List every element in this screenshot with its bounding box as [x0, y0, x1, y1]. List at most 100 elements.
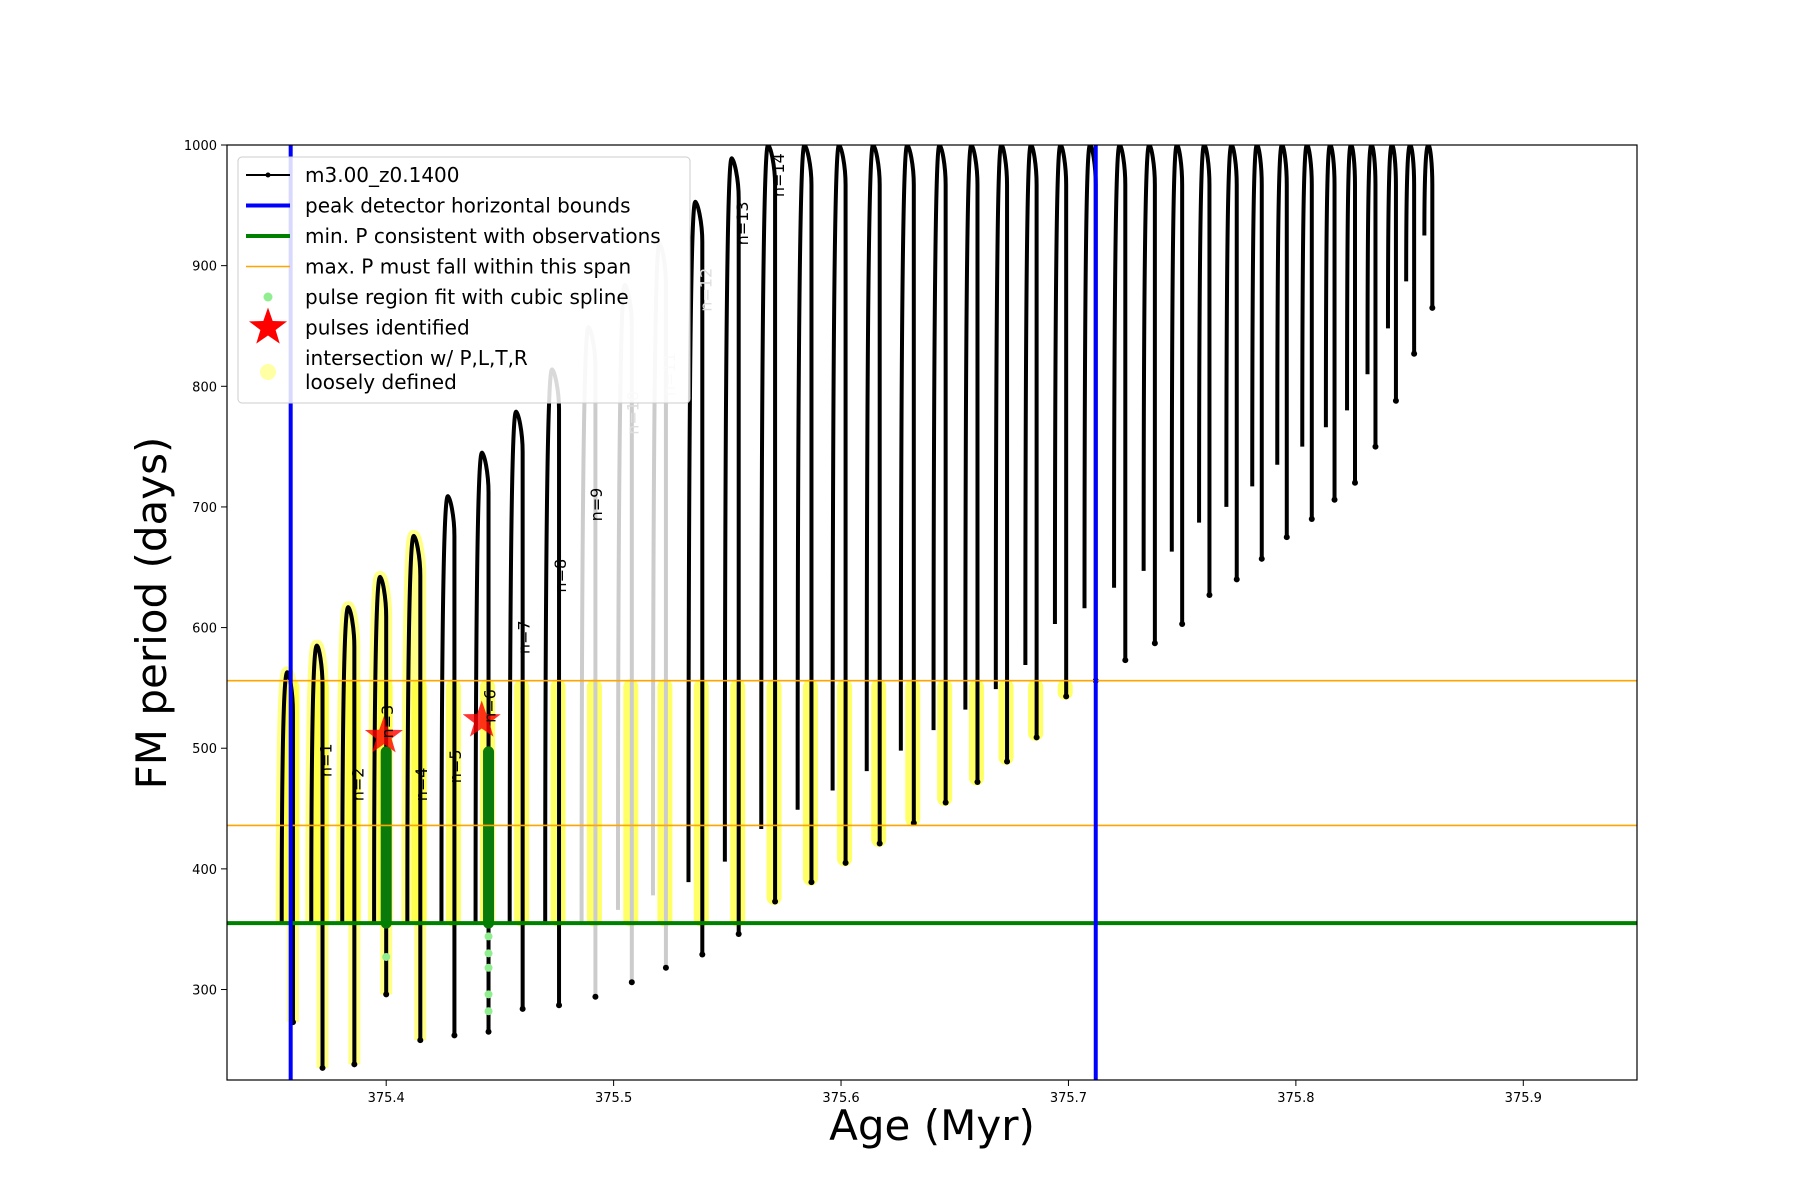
pulse-min-point-35 — [1352, 479, 1358, 486]
period-pulse-22 — [993, 145, 1010, 762]
plot-frame — [226, 144, 1638, 1081]
x-tick-label-6: 375.9 — [1505, 1091, 1542, 1106]
period-pulse-28 — [1169, 145, 1185, 624]
pulse-min-point-4 — [383, 991, 390, 998]
legend-box — [237, 156, 691, 404]
period-pulse-29 — [1197, 145, 1212, 596]
legend-entry-5-label: pulse region fit with cubic spline — [305, 285, 629, 309]
spline-tail-point-2-1 — [484, 932, 493, 941]
period-pulse-33 — [1300, 145, 1314, 519]
legend-entry-3-label: min. P consistent with observations — [305, 224, 661, 248]
y-tick-label-1: 300 — [192, 984, 217, 999]
pulse-min-point-6 — [451, 1032, 458, 1039]
pulse-min-point-11 — [628, 979, 635, 986]
pulse-min-point-18 — [876, 840, 883, 847]
period-pulse-31 — [1250, 145, 1264, 559]
period-pulse-21 — [963, 145, 980, 783]
period-pulse-23 — [1023, 145, 1039, 738]
period-pulse-17 — [830, 145, 848, 863]
pulse-label-n7: n=7 — [514, 620, 533, 654]
spline-tail-point-2-3 — [484, 963, 493, 972]
pulse-min-point-28 — [1179, 620, 1186, 627]
x-tick-label-4: 375.7 — [1050, 1091, 1087, 1106]
pulse-min-point-38 — [1411, 350, 1418, 357]
x-tick-label-3: 375.6 — [822, 1091, 859, 1106]
pulse-min-point-32 — [1283, 534, 1290, 541]
period-pulse-26 — [1112, 145, 1128, 661]
period-pulse-19 — [898, 145, 916, 824]
x-axis-label: Age (Myr) — [829, 1101, 1035, 1150]
x-tick-label-1: 375.4 — [368, 1091, 405, 1106]
y-tick-label-8: 1000 — [184, 139, 217, 154]
pulse-identified-star-1 — [364, 716, 403, 753]
pulse-min-point-19 — [910, 820, 917, 827]
pulse-label-n13: n=13 — [733, 201, 752, 245]
pulse-min-point-13 — [699, 951, 706, 958]
pulse-min-point-39 — [1429, 304, 1436, 311]
period-pulse-16 — [795, 145, 814, 883]
spline-tail-point-2-4 — [484, 990, 493, 999]
pulse-min-point-20 — [942, 799, 949, 806]
pulse-min-point-29 — [1206, 592, 1213, 599]
period-pulse-27 — [1141, 145, 1157, 644]
pulse-min-point-24 — [1063, 693, 1070, 700]
period-pulse-18 — [864, 145, 882, 844]
pulse-label-n5: n=5 — [446, 749, 465, 783]
pulse-min-point-22 — [1004, 758, 1011, 765]
pulse-label-n9: n=9 — [587, 488, 606, 522]
period-pulse-35 — [1345, 145, 1357, 483]
pulse-min-point-26 — [1122, 657, 1129, 664]
pulse-min-point-37 — [1392, 397, 1399, 404]
y-axis-label: FM period (days) — [127, 437, 176, 790]
pulse-min-point-8 — [519, 1005, 526, 1012]
pulse-label-n6: n=6 — [480, 689, 499, 723]
period-pulse-5 — [405, 533, 423, 1041]
x-tick-label-2: 375.5 — [595, 1091, 632, 1106]
pulse-min-point-12 — [662, 964, 669, 971]
pulse-min-point-5 — [417, 1037, 424, 1044]
period-pulse-38 — [1404, 145, 1417, 354]
pulse-label-n1: n=1 — [317, 743, 336, 777]
spline-tail-point-2-2 — [484, 949, 493, 958]
pulse-label-n3: n=3 — [378, 705, 397, 739]
spline-tail-point-2-5 — [484, 1007, 493, 1016]
legend-entry-4-label: max. P must fall within this span — [305, 255, 631, 279]
pulse-min-point-2 — [319, 1064, 326, 1071]
pulse-min-point-31 — [1258, 555, 1265, 562]
period-pulse-7 — [473, 450, 491, 1032]
legend-entry-1-marker — [265, 172, 271, 178]
pulse-identified-star-2 — [462, 700, 501, 737]
y-tick-label-7: 900 — [192, 260, 217, 275]
period-pulse-20 — [931, 145, 948, 803]
period-pulse-3 — [340, 605, 357, 1065]
pulse-min-point-7 — [485, 1028, 492, 1035]
period-pulse-15 — [759, 145, 778, 902]
pulse-label-n2: n=2 — [348, 768, 367, 802]
period-pulse-32 — [1275, 145, 1289, 538]
period-pulse-6 — [439, 494, 457, 1036]
x-tick-label-5: 375.8 — [1277, 1091, 1314, 1106]
legend-entry-7-marker — [260, 364, 276, 380]
period-pulse-24 — [1052, 145, 1069, 697]
pulse-min-point-16 — [808, 879, 815, 886]
pulse-min-point-23 — [1033, 734, 1040, 741]
pulse-min-point-3 — [351, 1061, 358, 1068]
legend-entry-6-marker — [248, 307, 288, 344]
period-pulse-14 — [722, 156, 741, 935]
legend-entry-7-label: intersection w/ P,L,T,R loosely defined — [305, 346, 528, 394]
period-pulse-30 — [1224, 145, 1239, 580]
legend-entry-1-label: m3.00_z0.1400 — [305, 163, 460, 187]
pulse-min-point-30 — [1233, 576, 1240, 583]
period-pulse-34 — [1323, 145, 1337, 500]
legend-entry-5-marker — [263, 292, 273, 302]
pulse-label-n12: n=12 — [696, 268, 715, 312]
y-tick-label-4: 600 — [192, 622, 217, 637]
y-tick-label-5: 700 — [192, 501, 217, 516]
pulse-min-point-36 — [1372, 443, 1379, 450]
period-pulse-37 — [1385, 145, 1398, 401]
pulse-min-point-21 — [974, 779, 981, 786]
y-tick-label-3: 500 — [192, 742, 217, 757]
